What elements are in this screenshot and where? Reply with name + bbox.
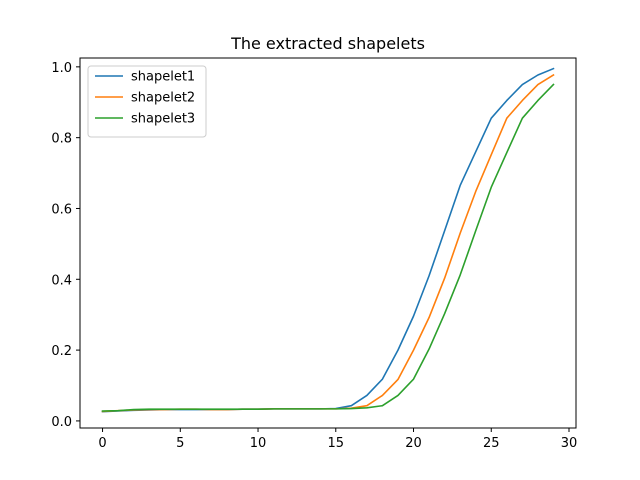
legend-box xyxy=(87,65,207,138)
series-line-shapelet3 xyxy=(101,83,555,412)
x-tick-label: 0 xyxy=(98,436,106,451)
x-tick-label: 20 xyxy=(405,436,422,451)
plot-frame xyxy=(79,57,577,429)
legend-label-shapelet1: shapelet1 xyxy=(131,70,195,85)
x-tick-label: 5 xyxy=(176,436,184,451)
series-layer xyxy=(101,67,555,413)
x-tick-label: 25 xyxy=(483,436,500,451)
chart-title: The extracted shapelets xyxy=(230,34,425,53)
x-tick-label: 30 xyxy=(561,436,578,451)
axes-layer: 0 5 10 15 20 25 30 0.0 0.2 0.4 0.6 0.8 1.0 xyxy=(51,57,578,451)
y-tick-label: 0.4 xyxy=(51,273,72,288)
legend-label-shapelet2: shapelet2 xyxy=(131,91,195,106)
x-tick-label: 10 xyxy=(250,436,267,451)
y-tick-label: 1.0 xyxy=(51,61,72,76)
legend: shapelet1 shapelet2 shapelet3 xyxy=(87,65,207,138)
y-tick-label: 0.8 xyxy=(51,132,72,147)
x-tick-label: 15 xyxy=(328,436,345,451)
y-tick-label: 0.6 xyxy=(51,202,72,217)
y-tick-label: 0.2 xyxy=(51,344,72,359)
y-tick-label: 0.0 xyxy=(51,415,72,430)
legend-label-shapelet3: shapelet3 xyxy=(131,112,195,127)
